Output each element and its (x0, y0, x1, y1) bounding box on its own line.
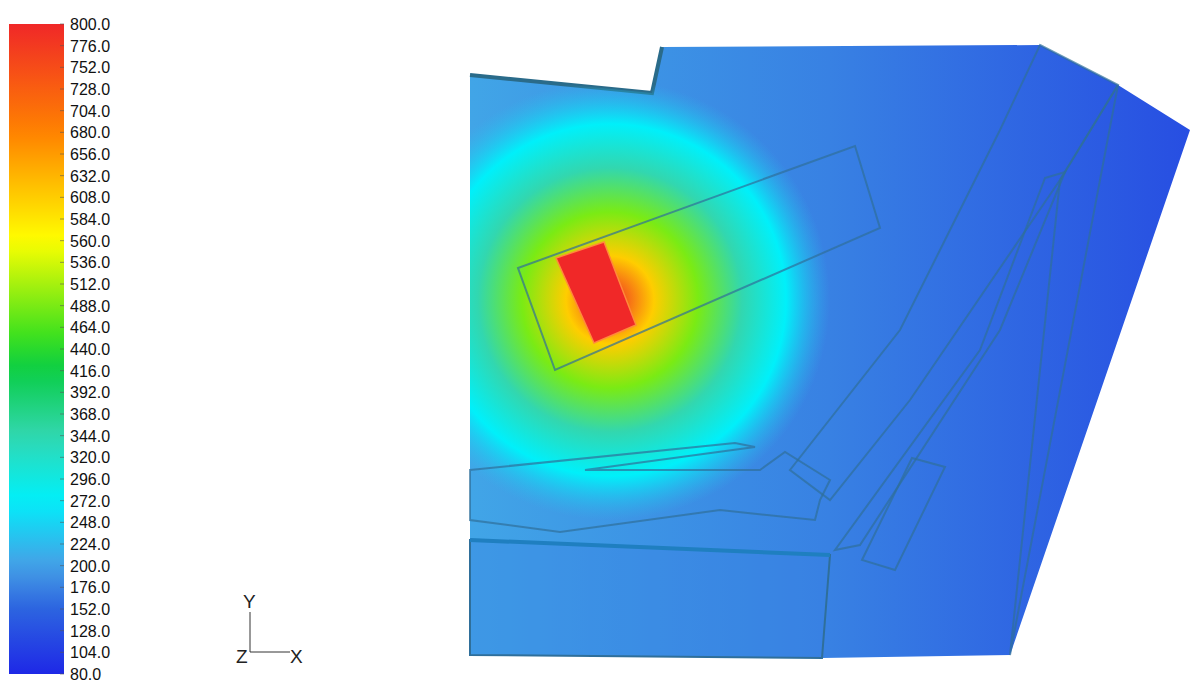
small-slot (862, 458, 945, 570)
colorbar-label: 560.0 (70, 233, 110, 250)
edge (470, 540, 830, 555)
triad-axis (250, 652, 290, 653)
colorbar-label: 128.0 (70, 623, 110, 640)
colorbar-tick (60, 45, 64, 46)
colorbar-tick (60, 219, 64, 220)
colorbar-tick (60, 414, 64, 415)
colorbar-tick (60, 630, 64, 631)
colorbar-label: 416.0 (70, 363, 110, 380)
colorbar-label: 296.0 (70, 471, 110, 488)
triad-label: Y (243, 591, 256, 612)
colorbar-tick (60, 24, 64, 25)
colorbar-label: 608.0 (70, 189, 110, 206)
colorbar-label: 512.0 (70, 276, 110, 293)
colorbar-label: 656.0 (70, 146, 110, 163)
colorbar-tick (60, 522, 64, 523)
colorbar-label: 776.0 (70, 38, 110, 55)
colorbar-tick (60, 674, 64, 675)
colorbar-tick (60, 305, 64, 306)
colorbar-tick (60, 370, 64, 371)
colorbar-label: 440.0 (70, 341, 110, 358)
colorbar-label: 320.0 (70, 449, 110, 466)
colorbar-tick (60, 262, 64, 263)
colorbar-label: 368.0 (70, 406, 110, 423)
colorbar-tick (60, 652, 64, 653)
colorbar-tick (60, 435, 64, 436)
lower-block (470, 540, 830, 658)
colorbar-label: 632.0 (70, 168, 110, 185)
colorbar-tick (60, 565, 64, 566)
triad-label: X (290, 646, 303, 667)
colorbar-label: 248.0 (70, 514, 110, 531)
colorbar-tick (60, 544, 64, 545)
inclined-bar (518, 146, 880, 370)
colorbar-label: 680.0 (70, 124, 110, 141)
colorbar-tick (60, 609, 64, 610)
colorbar-label: 752.0 (70, 59, 110, 76)
colorbar-label: 344.0 (70, 428, 110, 445)
colorbar-tick (60, 89, 64, 90)
colorbar-tick (60, 392, 64, 393)
triad-label: Z (236, 646, 248, 667)
colorbar (9, 24, 64, 674)
colorbar-label: 176.0 (70, 579, 110, 596)
colorbar-tick (60, 67, 64, 68)
diagonal-strip (790, 45, 1118, 500)
hot-spot (390, 80, 830, 520)
colorbar-tick (60, 132, 64, 133)
colorbar-tick (60, 197, 64, 198)
colorbar-tick (60, 500, 64, 501)
colorbar-tick (60, 479, 64, 480)
right-edge (1010, 85, 1118, 655)
colorbar-tick (60, 240, 64, 241)
colorbar-label: 152.0 (70, 601, 110, 618)
colorbar-label: 584.0 (70, 211, 110, 228)
colorbar-label: 536.0 (70, 254, 110, 271)
colorbar-tick (60, 175, 64, 176)
colorbar-label: 200.0 (70, 558, 110, 575)
colorbar-tick (60, 349, 64, 350)
colorbar-label: 104.0 (70, 644, 110, 661)
colorbar-tick (60, 457, 64, 458)
triad-axis (250, 612, 251, 652)
diagonal-strip (835, 172, 1065, 550)
colorbar-label: 728.0 (70, 81, 110, 98)
colorbar-label: 488.0 (70, 298, 110, 315)
colorbar-tick (60, 154, 64, 155)
colorbar-label: 272.0 (70, 493, 110, 510)
contour-figure: 800.0 776.0 752.0 728.0 704.0 680.0 656.0 632.0… (0, 0, 1192, 686)
colorbar-label: 704.0 (70, 103, 110, 120)
colorbar-label: 392.0 (70, 384, 110, 401)
colorbar-label: 224.0 (70, 536, 110, 553)
colorbar-tick (60, 284, 64, 285)
colorbar-tick (60, 110, 64, 111)
colorbar-label: 800.0 (70, 16, 110, 33)
heat-source (556, 242, 636, 343)
colorbar-label: 464.0 (70, 319, 110, 336)
colorbar-label: 80.0 (70, 666, 101, 683)
channel (470, 443, 830, 532)
colorbar-tick (60, 327, 64, 328)
colorbar-tick (60, 587, 64, 588)
